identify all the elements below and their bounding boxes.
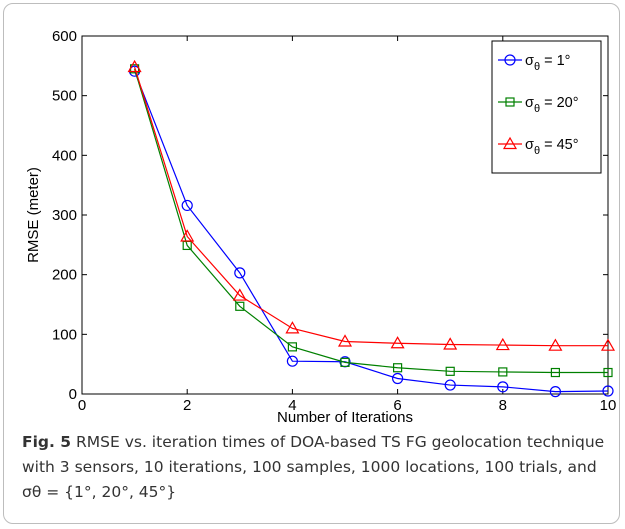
- data-point-square: [340, 357, 350, 367]
- y-tick-label: 200: [52, 267, 77, 284]
- data-point-circle: [392, 372, 404, 385]
- x-tick-label: 10: [600, 397, 617, 414]
- series-line: [134, 68, 608, 374]
- data-point-triangle: [390, 336, 405, 349]
- x-axis-ticks: 0 2 4 6 8 10: [78, 36, 617, 414]
- y-tick-label: 300: [52, 207, 77, 224]
- legend-entry: σθ = 1°: [498, 53, 570, 73]
- data-point-triangle: [495, 337, 510, 351]
- data-point-triangle: [443, 337, 458, 350]
- chart-series: [127, 59, 616, 398]
- data-point-square: [235, 301, 245, 311]
- chart-legend: σθ = 1° σθ = 20° σθ = 45°: [491, 40, 602, 174]
- data-point-square: [550, 367, 561, 378]
- data-point-circle: [234, 267, 246, 279]
- data-point-triangle: [180, 229, 195, 242]
- series-line: [134, 70, 609, 393]
- data-point-circle: [549, 386, 562, 398]
- data-point-circle: [497, 381, 509, 393]
- line-chart: 0 2 4 6 8 10 0 100 200 300 400 500 600 Number of It…: [25, 28, 617, 426]
- x-tick-label: 2: [183, 397, 191, 414]
- data-point-circle: [602, 385, 614, 397]
- data-point-triangle: [285, 321, 300, 334]
- legend-entry: σθ = 45°: [498, 136, 579, 157]
- y-tick-label: 0: [69, 386, 77, 403]
- figure-caption: Fig. 5 RMSE vs. iteration times of DOA-b…: [22, 430, 612, 505]
- x-tick-label: 8: [499, 397, 507, 414]
- x-tick-label: 4: [288, 397, 296, 414]
- data-point-triangle: [337, 334, 353, 347]
- legend-entry: σθ = 20°: [498, 95, 579, 115]
- y-axis-ticks: 0 100 200 300 400 500 600: [52, 28, 608, 403]
- legend-marker-triangle: [502, 136, 518, 150]
- y-tick-label: 500: [52, 88, 77, 105]
- data-point-circle: [181, 199, 193, 212]
- series-3: [127, 59, 616, 351]
- data-point-square: [445, 366, 455, 376]
- data-point-triangle: [600, 338, 616, 351]
- x-axis-label: Number of Iterations: [277, 409, 413, 426]
- data-point-square: [498, 367, 508, 377]
- data-point-triangle: [548, 338, 563, 351]
- legend-marker-circle: [504, 54, 516, 66]
- y-tick-label: 100: [52, 326, 77, 343]
- data-point-square: [603, 367, 613, 378]
- data-point-triangle: [127, 59, 142, 73]
- y-axis-label: RMSE (meter): [25, 167, 42, 263]
- y-tick-label: 400: [52, 147, 77, 164]
- legend-box: [491, 40, 602, 174]
- data-point-square: [393, 363, 403, 373]
- legend-label: σθ = 20°: [525, 95, 579, 115]
- legend-label: σθ = 45°: [525, 137, 579, 157]
- legend-marker-square: [505, 97, 515, 107]
- x-tick-label: 0: [78, 397, 86, 414]
- series-line: [134, 66, 608, 347]
- data-point-circle: [444, 379, 456, 391]
- data-point-triangle: [232, 288, 247, 301]
- data-point-circle: [286, 355, 298, 367]
- y-tick-label: 600: [52, 28, 77, 45]
- legend-label: σθ = 1°: [525, 53, 570, 73]
- figure-label: Fig. 5: [22, 433, 72, 451]
- figure-caption-text: RMSE vs. iteration times of DOA-based TS…: [22, 433, 605, 501]
- data-point-square: [287, 342, 297, 352]
- x-tick-label: 6: [393, 397, 401, 414]
